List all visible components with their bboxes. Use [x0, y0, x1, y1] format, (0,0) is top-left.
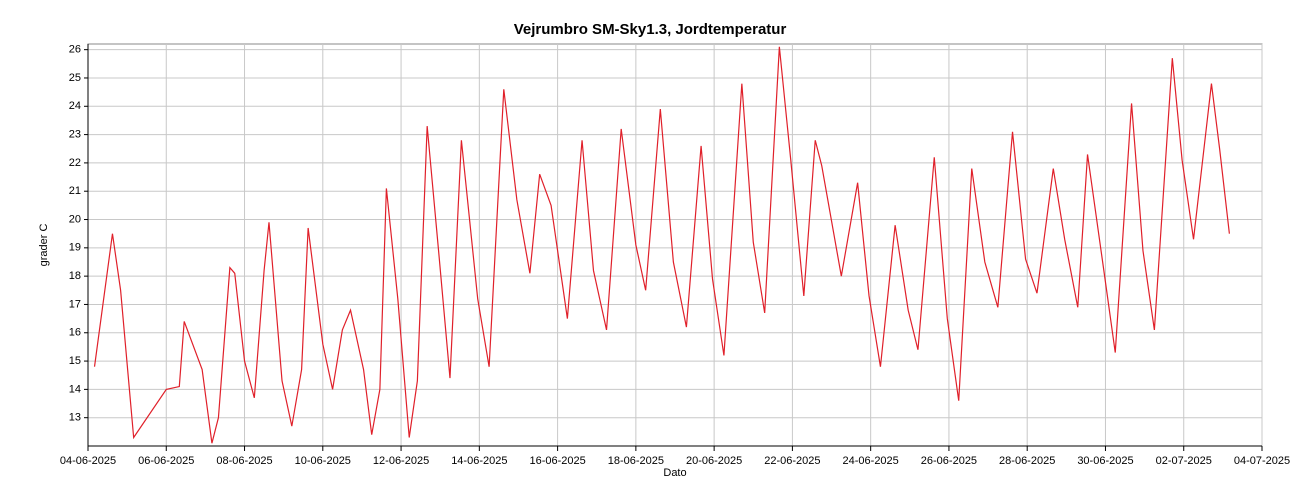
y-tick-label: 13 [69, 412, 81, 424]
y-tick-label: 15 [69, 355, 81, 367]
x-tick-label: 08-06-2025 [216, 455, 272, 467]
x-tick-label: 04-07-2025 [1234, 455, 1290, 467]
x-axis-label: Dato [663, 467, 686, 479]
plot-frame [87, 43, 1263, 447]
x-tick-label: 28-06-2025 [999, 455, 1055, 467]
x-tick-label: 26-06-2025 [921, 455, 977, 467]
x-tick-label: 14-06-2025 [451, 455, 507, 467]
x-tick-label: 24-06-2025 [843, 455, 899, 467]
x-tick-label: 22-06-2025 [764, 455, 820, 467]
x-tick-label: 04-06-2025 [60, 455, 116, 467]
y-tick-label: 16 [69, 327, 81, 339]
y-tick-label: 23 [69, 128, 81, 140]
x-tick-label: 16-06-2025 [529, 455, 585, 467]
x-tick-label: 20-06-2025 [686, 455, 742, 467]
x-tick-label: 18-06-2025 [608, 455, 664, 467]
x-tick-label: 30-06-2025 [1077, 455, 1133, 467]
data-line [93, 46, 1230, 444]
y-tick-label: 17 [69, 298, 81, 310]
x-tick-label: 02-07-2025 [1156, 455, 1212, 467]
y-tick-label: 14 [69, 383, 81, 395]
y-tick-label: 25 [69, 72, 81, 84]
y-tick-label: 24 [69, 100, 81, 112]
x-tick-label: 06-06-2025 [138, 455, 194, 467]
y-tick-label: 21 [69, 185, 81, 197]
y-tick-label: 19 [69, 242, 81, 254]
y-tick-label: 18 [69, 270, 81, 282]
y-axis-label: grader C [38, 224, 50, 267]
y-tick-label: 20 [69, 213, 81, 225]
y-tick-label: 22 [69, 157, 81, 169]
x-tick-label: 10-06-2025 [295, 455, 351, 467]
chart-title: Vejrumbro SM-Sky1.3, Jordtemperatur [514, 21, 787, 38]
y-tick-label: 26 [69, 44, 81, 56]
x-tick-label: 12-06-2025 [373, 455, 429, 467]
